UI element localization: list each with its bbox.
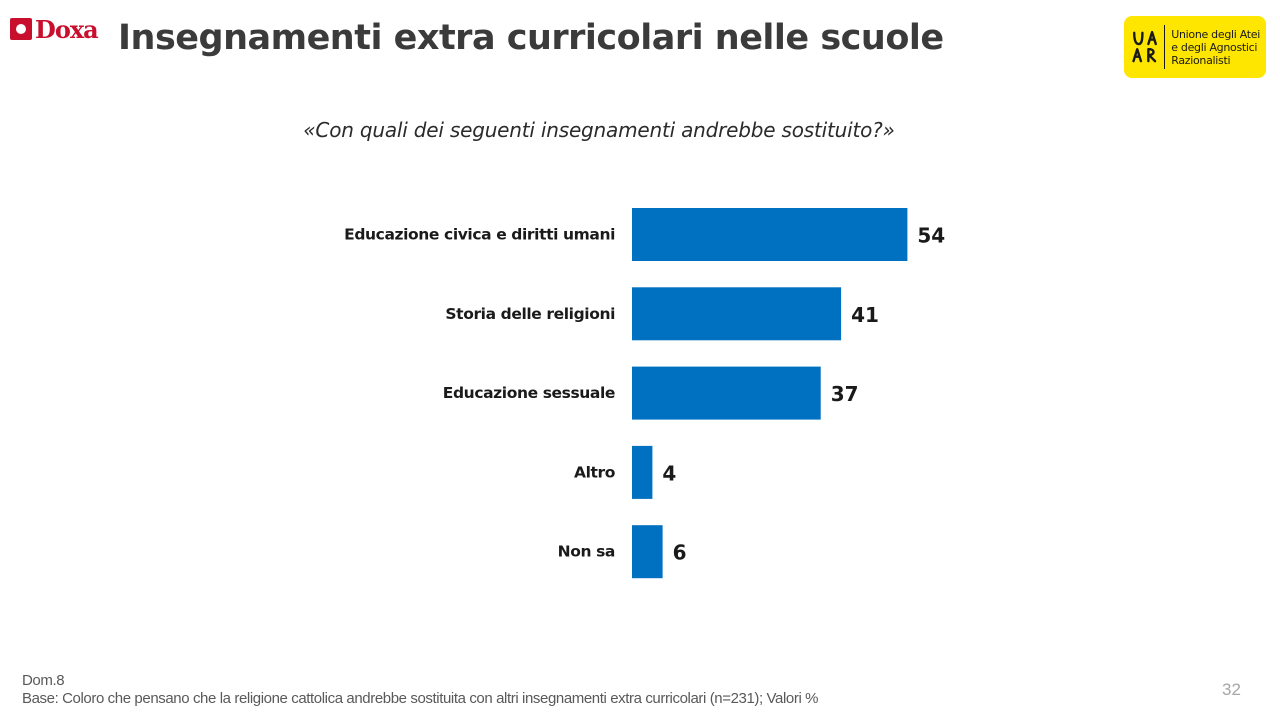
bar-3 bbox=[632, 445, 653, 499]
uaar-logo-text: Unione degli Atei e degli Agnostici Razi… bbox=[1171, 28, 1260, 67]
category-label-0: Educazione civica e diritti umani bbox=[344, 226, 615, 244]
category-label-4: Non sa bbox=[558, 543, 615, 561]
bar-2 bbox=[632, 366, 821, 420]
uaar-line-2: e degli Agnostici bbox=[1171, 40, 1258, 54]
value-label-0: 54 bbox=[917, 224, 945, 248]
category-label-1: Storia delle religioni bbox=[445, 305, 615, 323]
bar-4 bbox=[632, 525, 663, 579]
value-label-4: 6 bbox=[673, 541, 687, 565]
doxa-mark-icon bbox=[10, 18, 32, 40]
value-label-2: 37 bbox=[831, 382, 859, 406]
value-label-1: 41 bbox=[851, 303, 879, 327]
uaar-separator bbox=[1163, 25, 1166, 69]
footnote-question-ref: Dom.8 bbox=[22, 672, 65, 689]
value-label-3: 4 bbox=[662, 461, 676, 485]
category-label-2: Educazione sessuale bbox=[443, 384, 615, 402]
page-number: 32 bbox=[1222, 680, 1241, 699]
doxa-logo-text: Doxa bbox=[35, 14, 99, 44]
category-label-3: Altro bbox=[574, 463, 615, 481]
uaar-logo: Unione degli Atei e degli Agnostici Razi… bbox=[1124, 16, 1266, 78]
bar-0 bbox=[632, 208, 908, 261]
uaar-line-3: Razionalisti bbox=[1171, 53, 1231, 67]
bar-1 bbox=[632, 287, 842, 341]
footnote: Dom.8 Base: Coloro che pensano che la re… bbox=[22, 672, 819, 708]
footnote-base: Base: Coloro che pensano che la religion… bbox=[22, 690, 819, 707]
page-title: Insegnamenti extra curricolari nelle scu… bbox=[118, 18, 944, 58]
uaar-line-1: Unione degli Atei bbox=[1171, 27, 1260, 41]
uaar-letters-icon bbox=[1132, 30, 1157, 63]
doxa-logo: Doxa bbox=[10, 14, 99, 44]
chart-question: «Con quali dei seguenti insegnamenti and… bbox=[303, 118, 895, 142]
